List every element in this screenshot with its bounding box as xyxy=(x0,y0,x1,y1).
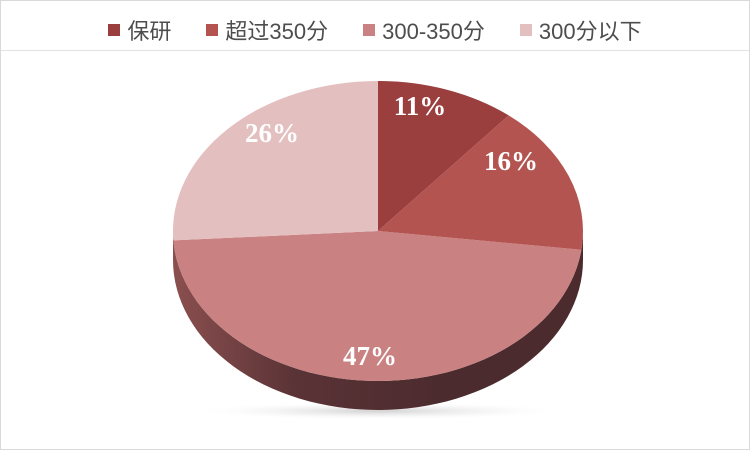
svg-text:47%: 47% xyxy=(343,341,397,371)
svg-text:11%: 11% xyxy=(394,91,447,121)
svg-text:16%: 16% xyxy=(484,146,538,176)
svg-text:26%: 26% xyxy=(245,118,299,148)
